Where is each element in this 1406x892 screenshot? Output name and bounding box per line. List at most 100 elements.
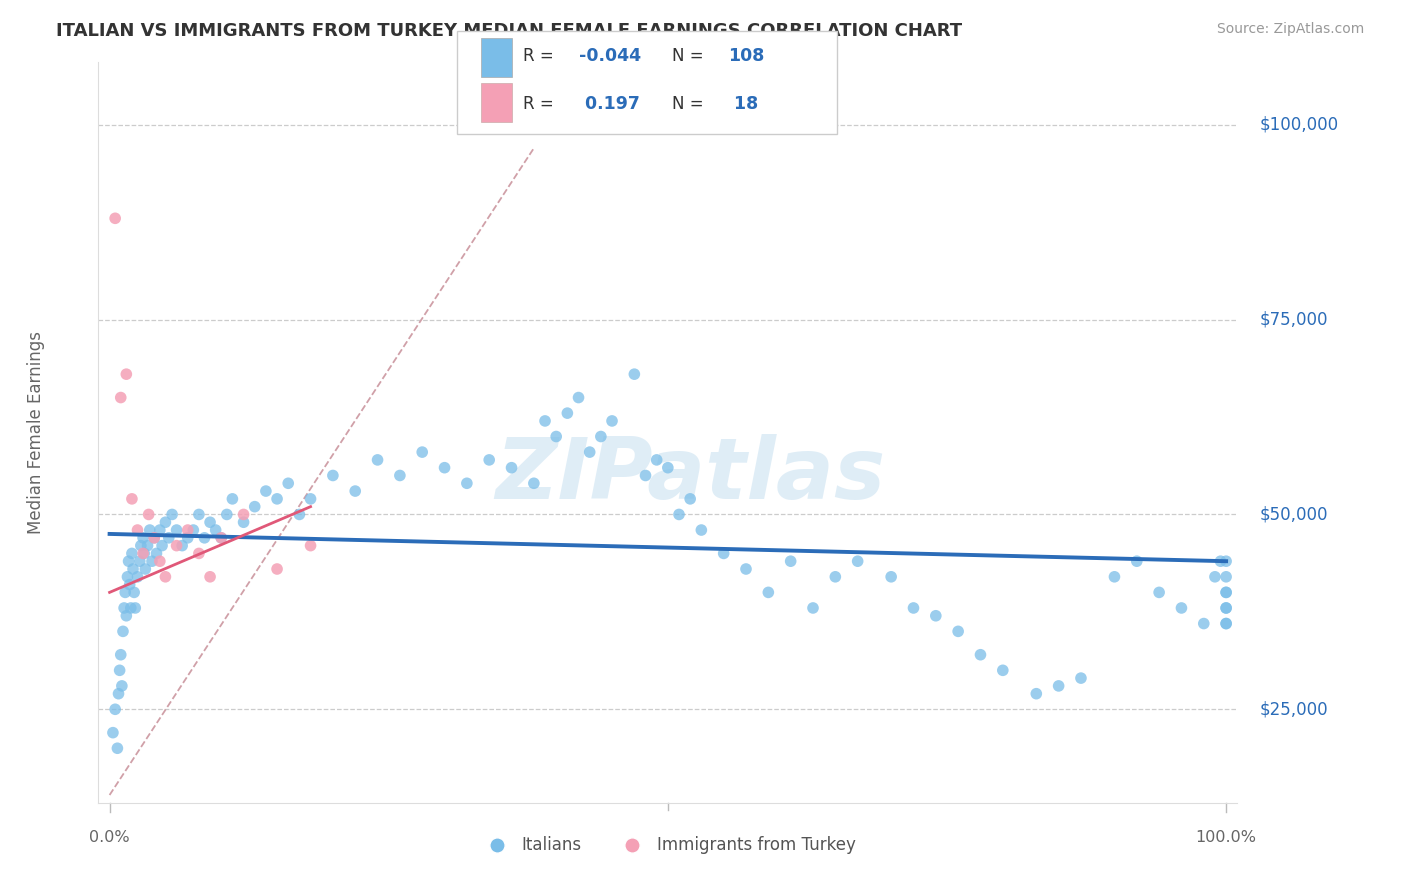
Point [824,570,846,584]
Point [946,624,969,639]
Point [1104,570,1126,584]
Point [112,601,135,615]
Point [846,554,869,568]
Point [880,570,903,584]
Point [567,391,589,405]
Point [344,484,367,499]
Point [578,445,600,459]
Text: ITALIAN VS IMMIGRANTS FROM TURKEY MEDIAN FEMALE EARNINGS CORRELATION CHART: ITALIAN VS IMMIGRANTS FROM TURKEY MEDIAN… [56,22,962,40]
Text: R =: R = [523,95,560,113]
Text: 0.0%: 0.0% [89,830,129,845]
Point [1209,554,1232,568]
Point [104,702,127,716]
Point [232,515,254,529]
Point [127,570,149,584]
Point [115,608,138,623]
Point [127,523,149,537]
Text: R =: R = [523,47,560,65]
Point [645,453,668,467]
Point [1215,554,1237,568]
Point [115,367,138,381]
Point [145,546,167,560]
Point [177,523,200,537]
Point [120,601,142,615]
Point [322,468,344,483]
Point [183,523,205,537]
Point [623,367,645,381]
Point [172,539,194,553]
Text: 108: 108 [728,47,765,65]
Point [1204,570,1226,584]
Point [456,476,478,491]
Text: $75,000: $75,000 [1260,310,1329,328]
Point [534,414,557,428]
Point [523,476,546,491]
Point [209,531,232,545]
Point [136,539,159,553]
Point [215,508,238,522]
Point [1215,601,1237,615]
Point [111,679,134,693]
Point [801,601,824,615]
Point [266,491,288,506]
Point [209,531,232,545]
Point [1192,616,1215,631]
Point [589,429,612,443]
Point [969,648,991,662]
Point [299,491,322,506]
Point [1147,585,1170,599]
Point [155,515,177,529]
Text: N =: N = [672,95,709,113]
Point [160,508,183,522]
Text: ZIPatlas: ZIPatlas [495,434,886,517]
Point [118,577,141,591]
Point [1070,671,1092,685]
Point [411,445,433,459]
Point [1215,585,1237,599]
Point [1170,601,1192,615]
Point [117,554,139,568]
Point [756,585,779,599]
Point [143,531,166,545]
Point [198,570,221,584]
Point [668,508,690,522]
Point [903,601,925,615]
Text: $25,000: $25,000 [1260,700,1329,718]
Point [101,725,124,739]
Text: $50,000: $50,000 [1260,506,1329,524]
Point [388,468,411,483]
Point [254,484,277,499]
Point [600,414,623,428]
Point [110,391,132,405]
Text: 0.197: 0.197 [579,95,640,113]
Point [277,476,299,491]
Point [110,648,132,662]
Point [187,546,209,560]
Point [141,554,163,568]
Point [1215,616,1237,631]
Point [557,406,579,420]
Text: $100,000: $100,000 [1260,116,1339,134]
Point [122,585,145,599]
Point [187,508,209,522]
Point [735,562,758,576]
Point [166,523,188,537]
Point [114,585,136,599]
Point [713,546,735,560]
Point [690,523,713,537]
Point [177,531,200,545]
Legend: Italians, Immigrants from Turkey: Italians, Immigrants from Turkey [474,830,862,861]
Point [299,539,322,553]
Text: N =: N = [672,47,709,65]
Point [149,523,172,537]
Text: -0.044: -0.044 [579,47,641,65]
Point [124,601,146,615]
Point [925,608,948,623]
Point [1215,585,1237,599]
Point [134,546,156,560]
Text: 100.0%: 100.0% [1195,830,1257,845]
Point [1215,601,1237,615]
Point [132,546,155,560]
Point [243,500,266,514]
Point [149,554,172,568]
